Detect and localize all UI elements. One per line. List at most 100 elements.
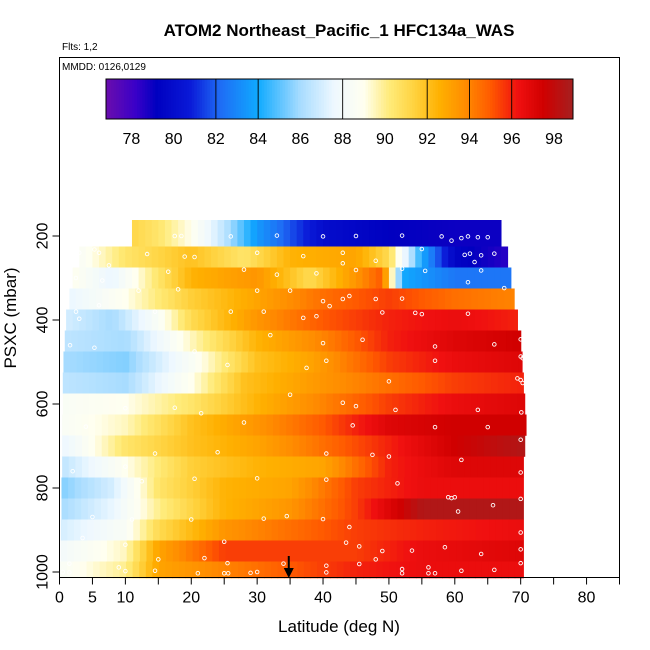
heatmap-cell [448,267,456,289]
heatmap-cell [364,498,372,520]
heatmap-cell [180,498,188,520]
heatmap-cell [87,477,96,499]
heatmap-cell [509,498,517,520]
heatmap-cell [365,414,373,436]
sample-point [485,424,490,430]
heatmap-cell [464,435,472,457]
x-tick-label: 20 [182,590,200,607]
heatmap-cell [356,561,364,579]
heatmap-cell [343,561,351,579]
colorbar-segment [469,79,473,119]
sample-point [515,376,520,381]
colorbar-segment [212,79,216,119]
colorbar-segment [381,79,385,119]
heatmap-cell [128,435,136,457]
heatmap-cell [403,540,411,562]
heatmap-cell [124,330,132,352]
heatmap-cell [474,267,482,289]
colorbar-segment [386,79,390,119]
heatmap-cell [379,351,387,373]
heatmap-cell [286,435,294,457]
heatmap-cell [64,330,72,352]
heatmap-cell [108,435,116,457]
heatmap-cell [164,220,173,247]
heatmap-cell [489,540,497,562]
heatmap-cell [344,498,352,520]
sample-point [432,344,438,349]
heatmap-cell [387,330,395,352]
heatmap-cell [424,456,432,478]
heatmap-cell [174,414,182,436]
heatmap-cell [254,351,262,373]
heatmap-cell [232,519,240,541]
heatmap-cell [292,498,300,520]
heatmap-cell [450,456,459,478]
heatmap-cell [358,435,366,457]
heatmap-cell [477,393,486,415]
heatmap-cell [437,456,445,478]
sample-point [175,287,181,292]
colorbar-segment [342,79,346,119]
heatmap-cell [226,456,235,478]
x-tick-label: 50 [380,590,398,607]
colorbar-tick-label: 80 [165,131,183,148]
heatmap-cell [402,561,410,579]
sample-point [439,234,444,239]
heatmap-cell [145,561,153,579]
heatmap-cell [442,519,451,541]
heatmap-cell [108,414,116,436]
colorbar-segment [560,79,564,119]
x-axis: 0 5 10 20 30 40 50 60 70 80 [55,577,620,607]
heatmap-cell [262,330,270,352]
heatmap-cell [306,372,314,394]
heatmap-cell [318,498,326,520]
heatmap-cell [325,456,333,478]
heatmap-cell [259,498,267,520]
sample-point [215,450,220,455]
heatmap-cell [406,351,414,373]
colorbar-segment [274,79,278,119]
sample-point [225,362,230,368]
heatmap-cell [313,351,321,373]
heatmap-cell [313,288,321,310]
heatmap-cell [396,540,405,562]
colorbar [105,78,574,120]
heatmap-cell [166,498,175,520]
heatmap-cell [471,288,479,310]
heatmap-cell [502,477,511,499]
heatmap-cell [390,540,398,562]
heatmap-cell [355,246,364,268]
heatmap-cell [451,393,459,415]
heatmap-cell [474,220,482,247]
heatmap-cell [164,246,173,268]
heatmap-cell [128,393,136,415]
heatmap-cell [465,351,473,373]
heatmap-cell [369,267,377,289]
plot-frame [59,57,620,578]
colorbar-segment [440,79,444,119]
heatmap-cell [205,561,213,579]
colorbar-segment [111,79,115,119]
colorbar-segment [419,79,424,119]
heatmap-cell [87,498,96,520]
heatmap-cell [276,220,285,247]
heatmap-cell [476,498,484,520]
heatmap-cell [270,267,278,289]
heatmap-cell [197,309,206,331]
heatmap-cell [420,330,428,352]
heatmap-cell [464,393,472,415]
heatmap-cell [444,372,453,394]
heatmap-cell [253,372,262,394]
heatmap-cell [121,456,129,478]
heatmap-cell [296,246,304,268]
heatmap-cell [114,435,123,457]
heatmap-cell [85,309,94,331]
heatmap-cell [431,372,439,394]
heatmap-cell [422,561,430,579]
colorbar-segment [295,79,299,119]
heatmap-cell [497,393,505,415]
heatmap-cell [311,477,320,499]
sample-point [465,234,471,239]
colorbar-segment [536,79,540,119]
heatmap-cell [226,414,235,436]
